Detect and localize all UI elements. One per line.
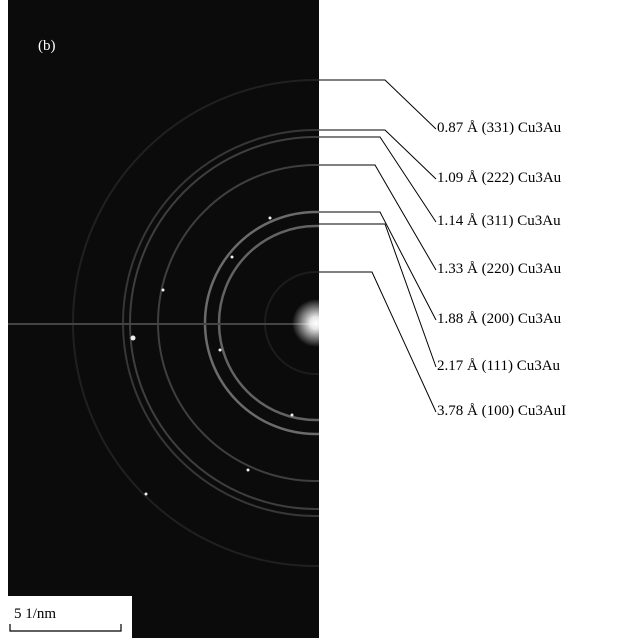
figure: (b) 5 1/nm 0.87 Å (331) Cu3Au 1.09 Å (222… [0, 0, 622, 638]
ring-label: 3.78 Å (100) Cu3AuI [437, 403, 566, 419]
ring-label: 2.17 Å (111) Cu3Au [437, 358, 561, 374]
leader-line [319, 272, 436, 412]
leader-lines [319, 80, 436, 412]
ring-label: 1.33 Å (220) Cu3Au [437, 261, 562, 277]
ring-label: 0.87 Å (331) Cu3Au [437, 120, 562, 136]
ring-label: 1.14 Å (311) Cu3Au [437, 213, 561, 229]
leader-line [319, 165, 436, 270]
ring-label: 1.09 Å (222) Cu3Au [437, 170, 562, 186]
leader-line [319, 224, 436, 367]
panel-label: (b) [38, 38, 56, 54]
ring-label: 1.88 Å (200) Cu3Au [437, 311, 562, 327]
leader-line [319, 80, 436, 129]
leader-line [319, 137, 436, 222]
scale-bar-label: 5 1/nm [14, 606, 56, 622]
leader-line [319, 212, 436, 320]
